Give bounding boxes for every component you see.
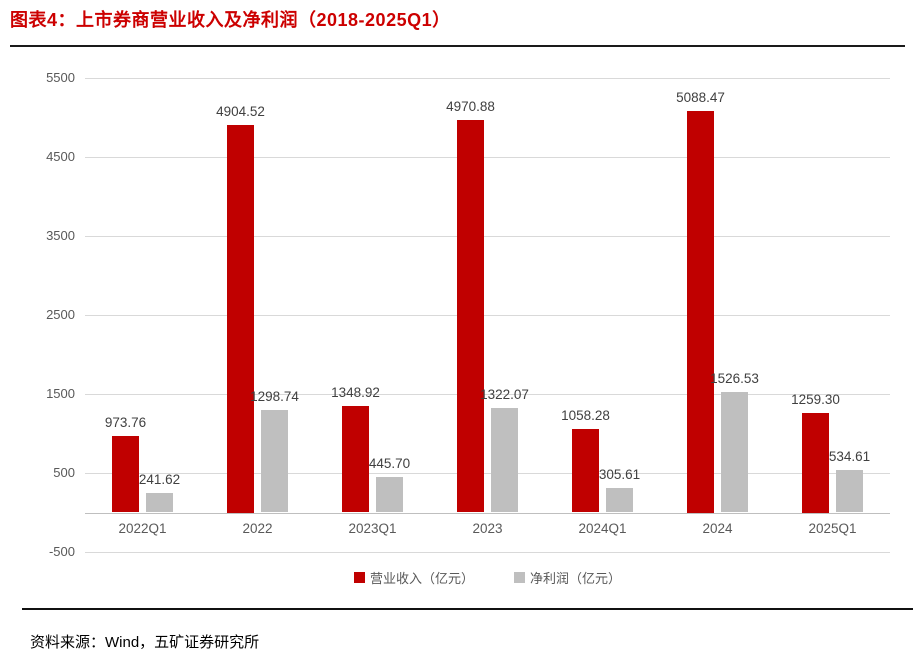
value-label: 973.76 (104, 414, 147, 430)
gridline (85, 236, 890, 237)
x-axis-label: 2022 (242, 520, 273, 536)
x-axis-label: 2024 (702, 520, 733, 536)
x-axis-label: 2022Q1 (118, 520, 167, 536)
x-axis-label: 2023 (472, 520, 503, 536)
legend-label: 净利润（亿元） (530, 571, 622, 586)
source-note: 资料来源：Wind，五矿证券研究所 (30, 634, 260, 651)
bar-net-profit (836, 470, 863, 513)
bar-revenue (457, 119, 484, 513)
y-axis-label: 1500 (46, 386, 75, 401)
bottom-divider (22, 608, 913, 610)
y-axis-label: 500 (53, 465, 75, 480)
bar-revenue (802, 413, 829, 513)
bar-net-profit (261, 409, 288, 513)
y-axis-label: 2500 (46, 307, 75, 322)
bar-revenue (572, 428, 599, 513)
gridline (85, 552, 890, 553)
value-label: 1322.07 (480, 387, 529, 403)
value-label: 241.62 (138, 472, 181, 488)
y-axis-label: 3500 (46, 228, 75, 243)
gridline (85, 78, 890, 79)
bar-revenue (227, 125, 254, 513)
value-label: 4904.52 (216, 104, 265, 119)
gridline (85, 315, 890, 316)
value-label: 534.61 (828, 449, 871, 465)
value-label: 1058.28 (561, 407, 610, 423)
legend-item: 净利润（亿元） (514, 568, 621, 587)
gridline (85, 473, 890, 474)
gridline (85, 394, 890, 395)
x-axis-label: 2024Q1 (578, 520, 627, 536)
bar-net-profit (721, 391, 748, 513)
bar-net-profit (491, 408, 518, 513)
bar-net-profit (606, 488, 633, 513)
bar-revenue (687, 110, 714, 513)
x-axis-label: 2023Q1 (348, 520, 397, 536)
y-axis-label: 4500 (46, 149, 75, 164)
value-label: 1298.74 (250, 388, 299, 404)
y-axis-label: 5500 (46, 70, 75, 85)
bar-chart: 5500 4500 3500 2500 1500 500 -500 973.76 241.62 2… (46, 70, 890, 559)
y-axis-label: -500 (48, 544, 75, 559)
legend-swatch-net-profit (514, 572, 525, 583)
legend-item: 营业收入（亿元） (353, 568, 474, 587)
value-label: 5088.47 (676, 89, 725, 105)
title-divider (10, 45, 905, 47)
legend-swatch-revenue (353, 572, 365, 583)
value-label: 305.61 (598, 467, 641, 483)
chart-legend: 营业收入（亿元） 净利润（亿元） (85, 568, 890, 587)
bar-revenue (342, 405, 369, 513)
bar-net-profit (376, 477, 403, 513)
value-label: 4970.88 (446, 98, 495, 114)
legend-label: 营业收入（亿元） (369, 571, 474, 586)
x-axis-label: 2025Q1 (808, 520, 857, 536)
value-label: 1259.30 (791, 392, 840, 407)
value-label: 1526.53 (710, 370, 759, 386)
x-axis-line (85, 512, 890, 514)
bar-revenue (112, 435, 139, 513)
value-label: 445.70 (368, 456, 411, 472)
gridline (85, 157, 890, 158)
value-label: 1348.92 (331, 384, 380, 400)
chart-title: 图表4：上市券商营业收入及净利润（2018-2025Q1） (10, 10, 451, 30)
bar-net-profit (146, 493, 173, 513)
